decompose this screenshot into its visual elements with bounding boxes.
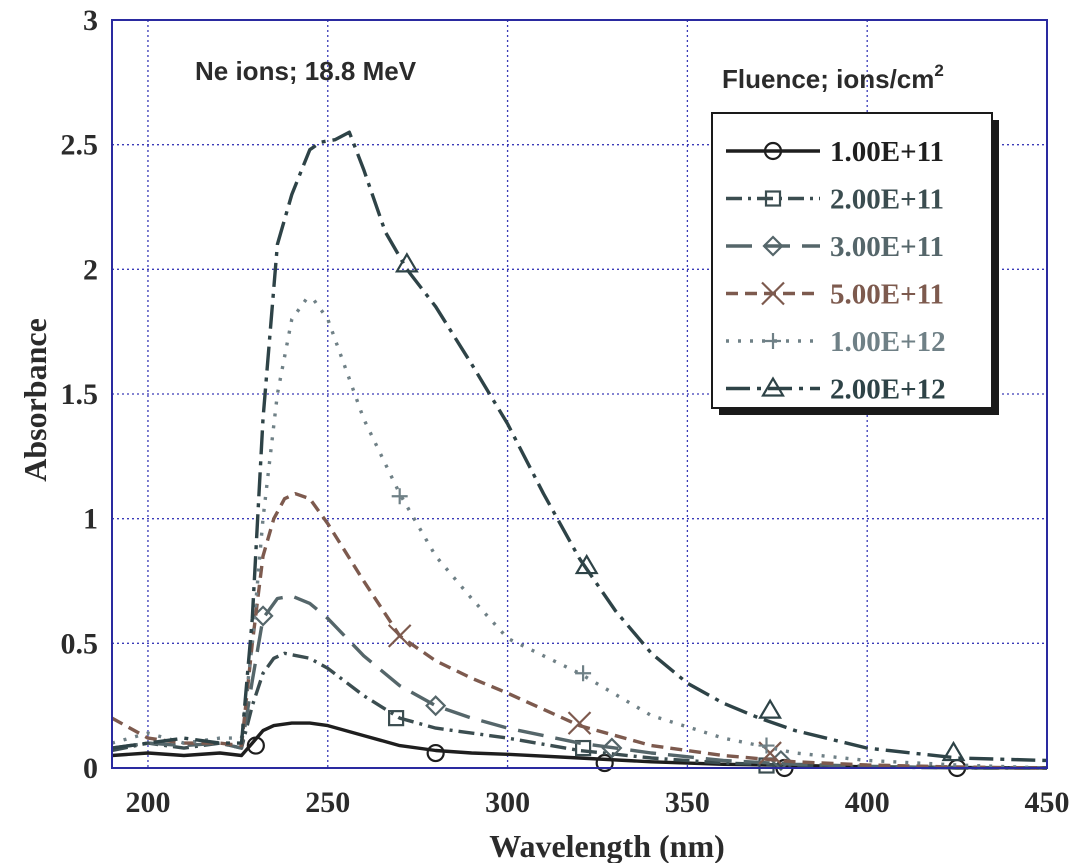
data-point-circle <box>426 743 445 763</box>
legend: 1.00E+11 2.00E+11 3.00E+11 5.00E+11 1.00E+12… <box>726 136 946 406</box>
data-point-x <box>387 624 412 648</box>
series-3 <box>111 492 1048 770</box>
data-point-triangle <box>394 252 419 273</box>
legend-box <box>711 112 993 409</box>
x-tick-label: 450 <box>1025 786 1070 819</box>
data-point-square <box>764 190 782 207</box>
plot-frame <box>111 19 1048 769</box>
series-2 <box>111 594 1047 772</box>
x-tick-label: 400 <box>845 786 890 819</box>
data-point-circle <box>763 141 783 161</box>
legend-label: 2.00E+12 <box>830 374 946 406</box>
x-tick-label: 350 <box>665 786 710 819</box>
chart-annotation: Ne ions; 18.8 MeV <box>195 56 417 86</box>
data-point-plus <box>391 488 408 505</box>
legend-entry: 1.00E+12 <box>726 326 946 358</box>
data-point-triangle <box>758 698 783 719</box>
y-tick-label: 2.5 <box>61 129 99 162</box>
series-5 <box>111 130 1048 763</box>
data-point-circle <box>595 753 614 773</box>
legend-title: Fluence; ions/cm2 <box>722 61 944 94</box>
data-point-triangle <box>761 376 785 397</box>
y-tick-labels: 0 0.5 1 1.5 2 2.5 3 <box>61 4 99 785</box>
data-point-triangle <box>574 553 599 575</box>
y-tick-label: 2 <box>83 253 98 286</box>
data-point-plus <box>758 737 775 754</box>
y-tick-label: 0.5 <box>61 627 99 660</box>
legend-label: 1.00E+12 <box>830 326 946 358</box>
data-point-x <box>567 711 592 735</box>
y-tick-label: 1.5 <box>61 378 99 411</box>
x-tick-labels: 200 250 300 350 400 450 <box>125 786 1069 819</box>
legend-label: 5.00E+11 <box>830 279 944 311</box>
y-axis-title: Absorbance <box>17 318 53 482</box>
y-tick-label: 3 <box>83 4 98 37</box>
legend-entry: 2.00E+11 <box>726 184 944 216</box>
y-tick-label: 0 <box>83 752 98 785</box>
data-point-square <box>387 710 405 727</box>
y-tick-label: 1 <box>83 503 98 536</box>
legend-entry: 1.00E+11 <box>726 136 944 168</box>
legend-entry: 2.00E+12 <box>726 374 946 406</box>
data-point-square <box>574 739 592 757</box>
x-axis-title: Wavelength (nm) <box>489 828 725 863</box>
series-line <box>111 492 1048 770</box>
legend-label: 1.00E+11 <box>830 136 944 168</box>
legend-entry: 3.00E+11 <box>726 231 944 263</box>
data-point-triangle <box>941 740 966 762</box>
data-point-diamond <box>601 737 623 759</box>
data-point-plus <box>575 665 592 682</box>
legend-entry: 5.00E+11 <box>726 279 944 311</box>
series-line <box>111 130 1048 763</box>
x-tick-label: 250 <box>305 786 350 819</box>
series-layer <box>111 130 1048 778</box>
x-tick-label: 200 <box>125 786 170 819</box>
data-point-plus <box>765 333 781 349</box>
data-point-diamond <box>762 235 784 257</box>
series-line <box>111 594 1047 770</box>
data-point-x <box>761 281 785 306</box>
legend-label: 2.00E+11 <box>830 184 944 216</box>
data-point-diamond <box>425 695 447 717</box>
data-point-circle <box>246 736 265 755</box>
x-tick-label: 300 <box>485 786 530 819</box>
legend-label: 3.00E+11 <box>830 231 944 263</box>
